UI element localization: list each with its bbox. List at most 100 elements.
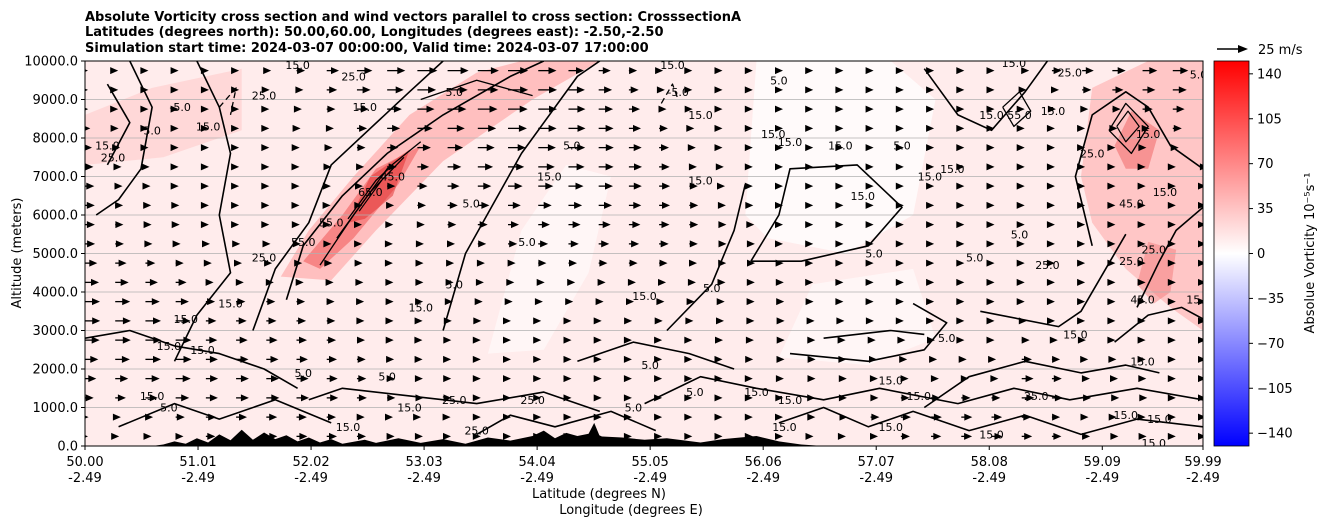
wind-vector-head	[455, 144, 464, 152]
colorbar-label: Absolue Vorticity 10⁻⁵s⁻¹	[1303, 173, 1318, 334]
contour-line	[85, 329, 298, 389]
contour-label: 25.0	[1119, 255, 1144, 268]
wind-vector-head	[689, 240, 698, 248]
wind-vector-head	[232, 240, 241, 248]
wind-vector-head	[717, 182, 725, 190]
wind-vector-head	[956, 144, 965, 152]
wind-vector-head	[533, 413, 542, 421]
wind-vector-head	[328, 413, 336, 421]
wind-vector-head	[775, 259, 784, 267]
wind-vector-head	[114, 182, 123, 190]
wind-vector-head	[295, 278, 304, 286]
x-axis-label-latitude: Latitude (degrees N)	[532, 487, 666, 502]
wind-vector-head	[633, 124, 641, 132]
x-tick-label-lon: -2.49	[1186, 471, 1220, 486]
wind-vector-head	[1016, 105, 1025, 113]
wind-vector-head	[1198, 278, 1203, 286]
wind-vector-head	[926, 144, 935, 152]
contour-line	[923, 61, 1049, 132]
wind-vector-head	[986, 124, 995, 132]
wind-vector-head	[633, 201, 642, 209]
contour-label: 15.0	[879, 421, 904, 434]
wind-vector-head	[183, 336, 192, 344]
wind-vector-head	[605, 105, 614, 113]
wind-vector-head	[1138, 375, 1147, 383]
wind-vector-head	[1206, 125, 1214, 132]
wind-vector-head	[533, 355, 542, 363]
wind-vector-head	[690, 201, 699, 209]
wind-vector-head	[869, 375, 878, 383]
wind-vector-head	[329, 432, 337, 440]
wind-vector-head	[690, 221, 699, 229]
contour-label: 15.0	[1147, 413, 1172, 426]
wind-vector-head	[291, 221, 300, 229]
wind-vector-head	[472, 394, 481, 402]
wind-vector-head	[577, 144, 586, 152]
wind-vector-head	[895, 163, 904, 171]
wind-vector-head	[1016, 259, 1025, 267]
wind-vector-head	[926, 221, 935, 229]
wind-vector-head	[956, 86, 965, 94]
wind-vector-head	[1167, 278, 1176, 286]
wind-vector-head	[895, 298, 904, 306]
wind-vector-head	[323, 163, 332, 171]
wind-vector-head	[291, 163, 300, 171]
wind-vector-head	[661, 221, 670, 229]
wind-vector-head	[807, 355, 816, 363]
wind-vector-head	[115, 221, 124, 229]
wind-vector-head	[714, 105, 723, 113]
contour-line	[1136, 206, 1203, 308]
wind-vector-head	[140, 105, 149, 113]
wind-vector-head	[994, 432, 1003, 440]
x-tick-label-lon: -2.49	[859, 471, 893, 486]
wind-vector-head	[661, 144, 669, 152]
wind-vector-head	[964, 413, 973, 421]
wind-vector-head	[776, 317, 785, 325]
chart-title-line-3: Simulation start time: 2024-03-07 00:00:…	[85, 41, 649, 56]
wind-vector-head	[1117, 67, 1126, 75]
wind-vector-head	[360, 105, 369, 113]
wind-vector-head	[601, 240, 610, 248]
wind-vector-head	[715, 336, 723, 344]
wind-vector-head	[291, 201, 300, 209]
wind-vector-head	[775, 432, 783, 440]
wind-vector-head	[1198, 259, 1203, 267]
wind-vector-head	[1149, 67, 1158, 75]
contour-label: 15.0	[906, 390, 931, 403]
contour-line	[980, 233, 1127, 328]
wind-vector-head	[805, 105, 814, 113]
wind-vector-head	[388, 163, 397, 171]
wind-vector-head	[1018, 317, 1027, 325]
wind-vector-head	[415, 394, 424, 402]
wind-vector-head	[200, 144, 209, 152]
wind-vector-head	[604, 86, 613, 94]
wind-vector-head	[503, 394, 511, 402]
contour-label: 15.0	[1186, 294, 1211, 307]
y-tick-label: 9000.0	[33, 93, 79, 108]
wind-vector-head	[330, 394, 339, 402]
contour-label: 25.0	[1024, 390, 1049, 403]
contour-label: 15.0	[744, 386, 769, 399]
wind-vector-head	[595, 298, 604, 306]
wind-vector-head	[472, 336, 481, 344]
wind-vector-head	[744, 86, 753, 94]
x-tick-label-lat: 51.01	[179, 455, 216, 470]
wind-vector-head	[835, 182, 844, 190]
wind-vector-head	[1170, 144, 1179, 152]
wind-vector-head	[807, 394, 816, 402]
wind-vector-head	[654, 394, 663, 402]
wind-vector-head	[660, 240, 669, 248]
wind-vector-head	[85, 88, 88, 92]
wind-vector-head	[85, 144, 92, 151]
contour-label: 15.0	[761, 128, 786, 141]
wind-vector-head	[686, 124, 695, 132]
plot-area: 15.025.015.05.0-5.05.015.025.0 5.0-5.025.…	[84, 60, 1214, 447]
wind-vector-head	[1080, 105, 1089, 113]
wind-vector-head	[325, 278, 334, 286]
wind-vector-head	[474, 298, 483, 306]
wind-vector-head	[746, 278, 755, 286]
wind-vector-head	[88, 375, 97, 383]
wind-vector-head	[291, 182, 300, 190]
wind-vector-head	[506, 278, 515, 286]
wind-vector-head	[395, 86, 404, 94]
